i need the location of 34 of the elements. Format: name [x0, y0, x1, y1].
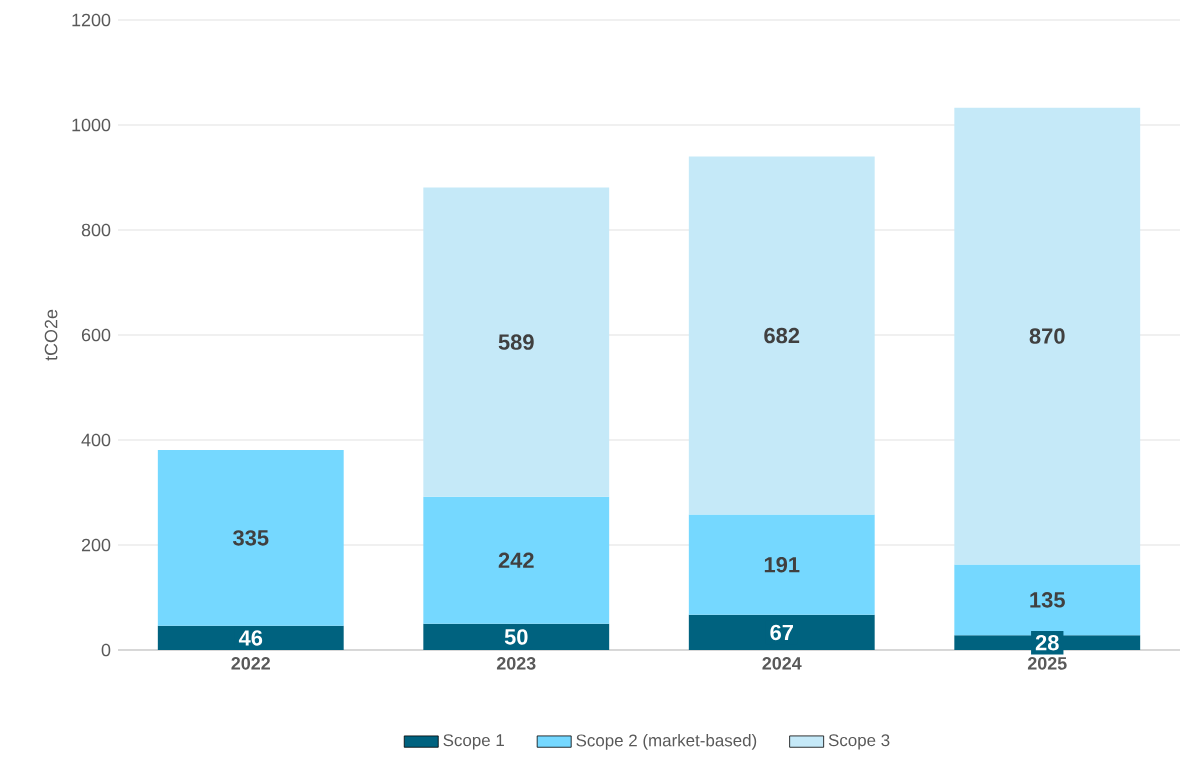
y-tick-label: 400: [81, 433, 111, 447]
data-label: 870: [1029, 328, 1065, 344]
y-axis-title: tCO2e: [44, 309, 58, 361]
x-tick-label: 2023: [496, 656, 536, 670]
data-label: 28: [1035, 634, 1059, 651]
bar: [423, 496, 610, 624]
y-tick-label: 800: [81, 223, 111, 237]
bar: [423, 187, 610, 497]
bar: [954, 107, 1141, 565]
data-label: 589: [498, 334, 534, 350]
bar: [688, 614, 875, 650]
data-label: 46: [238, 630, 263, 646]
data-label: 335: [232, 530, 269, 546]
legend-label: Scope 2 (market-based): [576, 733, 757, 750]
y-tick-label: 600: [81, 328, 111, 342]
legend-label: Scope 1: [443, 734, 504, 750]
y-tick-label: 0: [101, 643, 111, 657]
x-tick-label: 2022: [231, 656, 270, 670]
bar: [954, 564, 1141, 636]
x-tick-label: 2025: [1027, 656, 1067, 670]
x-tick-label: 2024: [762, 656, 802, 670]
data-label: 242: [498, 552, 534, 568]
bar: [688, 514, 875, 615]
legend-label: Scope 3: [828, 734, 890, 750]
bar: [157, 449, 344, 626]
data-label: 191: [764, 556, 800, 573]
data-label: 682: [764, 327, 800, 344]
y-tick-label: 1200: [72, 13, 111, 27]
y-tick-label: 200: [81, 538, 111, 552]
bar: [688, 156, 875, 515]
y-tick-label: 1000: [72, 118, 111, 132]
data-label: 50: [504, 629, 528, 645]
data-label: 67: [770, 624, 793, 641]
data-label: 135: [1030, 592, 1065, 608]
